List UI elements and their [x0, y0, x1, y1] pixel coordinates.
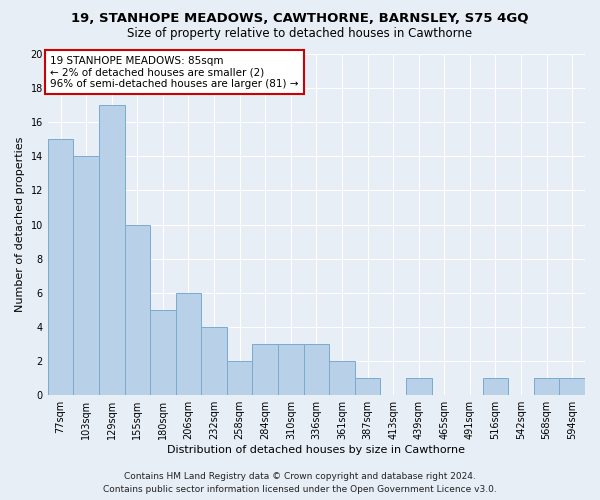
Bar	[201, 327, 227, 395]
Bar	[73, 156, 99, 395]
Bar	[253, 344, 278, 395]
Bar	[150, 310, 176, 395]
Text: 19 STANHOPE MEADOWS: 85sqm
← 2% of detached houses are smaller (2)
96% of semi-d: 19 STANHOPE MEADOWS: 85sqm ← 2% of detac…	[50, 56, 299, 89]
Bar	[125, 224, 150, 395]
Y-axis label: Number of detached properties: Number of detached properties	[15, 137, 25, 312]
Bar	[355, 378, 380, 395]
X-axis label: Distribution of detached houses by size in Cawthorne: Distribution of detached houses by size …	[167, 445, 466, 455]
Bar	[176, 293, 201, 395]
Bar	[329, 361, 355, 395]
Bar	[534, 378, 559, 395]
Bar	[99, 105, 125, 395]
Bar	[48, 140, 73, 395]
Bar	[406, 378, 431, 395]
Text: Size of property relative to detached houses in Cawthorne: Size of property relative to detached ho…	[127, 28, 473, 40]
Bar	[559, 378, 585, 395]
Bar	[482, 378, 508, 395]
Bar	[227, 361, 253, 395]
Text: 19, STANHOPE MEADOWS, CAWTHORNE, BARNSLEY, S75 4GQ: 19, STANHOPE MEADOWS, CAWTHORNE, BARNSLE…	[71, 12, 529, 26]
Text: Contains HM Land Registry data © Crown copyright and database right 2024.
Contai: Contains HM Land Registry data © Crown c…	[103, 472, 497, 494]
Bar	[304, 344, 329, 395]
Bar	[278, 344, 304, 395]
